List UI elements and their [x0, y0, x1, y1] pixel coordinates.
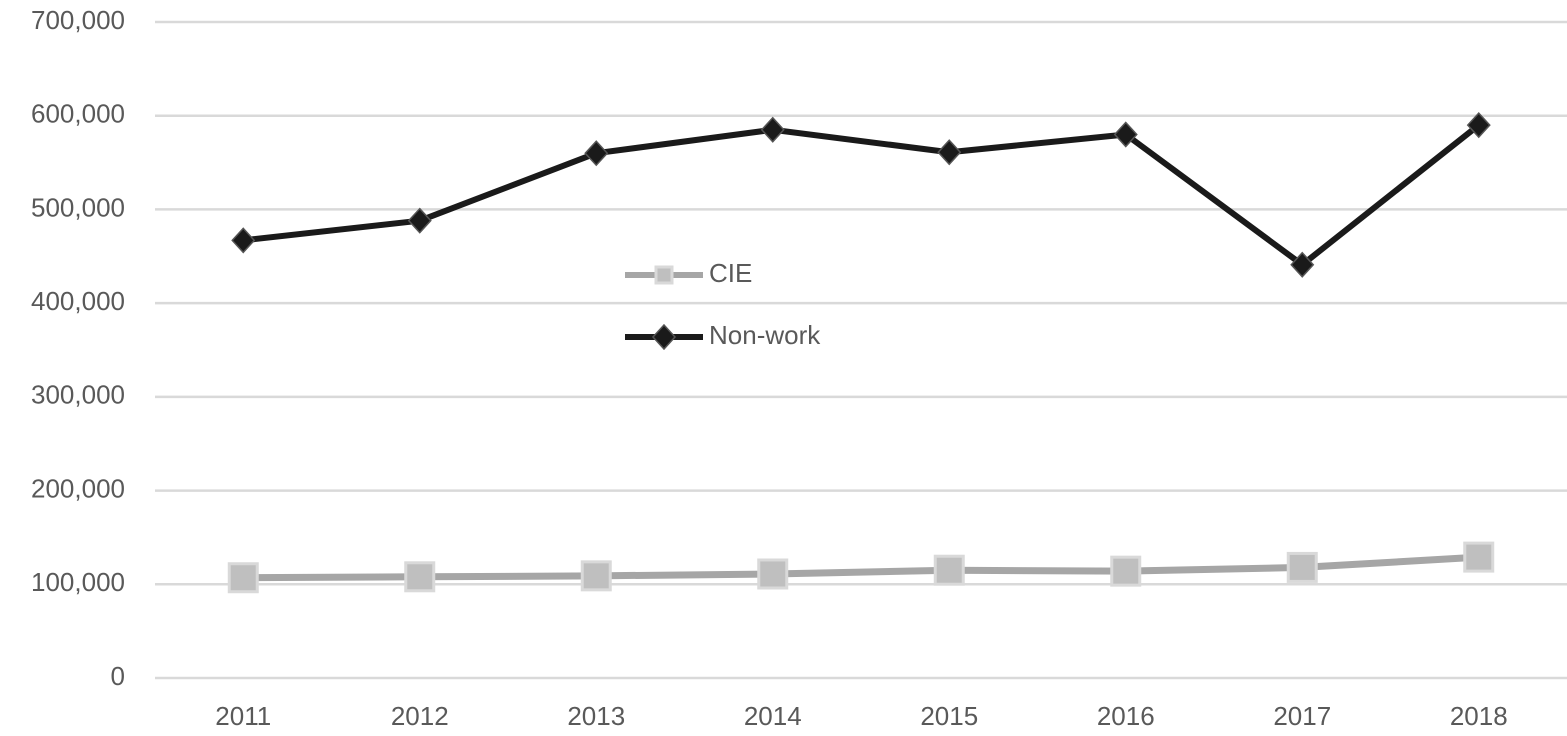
- legend-item: CIE: [625, 258, 752, 288]
- x-tick-label: 2017: [1273, 701, 1331, 731]
- y-tick-label: 500,000: [31, 192, 125, 222]
- legend: CIE Non-work: [625, 258, 821, 351]
- y-tick-label: 0: [111, 661, 125, 691]
- x-tick-label: 2013: [567, 701, 625, 731]
- marker: [584, 140, 609, 167]
- marker: [407, 207, 432, 234]
- marker: [231, 227, 256, 254]
- y-tick-label: 700,000: [31, 5, 125, 35]
- x-tick-label: 2012: [391, 701, 449, 731]
- y-tick-label: 300,000: [31, 380, 125, 410]
- marker: [404, 561, 436, 593]
- legend-label: CIE: [709, 258, 752, 288]
- marker: [757, 558, 789, 590]
- y-tick-label: 200,000: [31, 473, 125, 503]
- marker: [580, 560, 612, 592]
- legend-marker: [654, 265, 674, 285]
- y-tick-label: 400,000: [31, 286, 125, 316]
- series-line: [243, 553, 1479, 582]
- marker: [1110, 555, 1142, 587]
- marker: [1286, 551, 1318, 583]
- x-tick-label: 2011: [215, 701, 271, 731]
- x-tick-label: 2014: [744, 701, 802, 731]
- marker: [1290, 251, 1315, 278]
- x-tick-label: 2015: [920, 701, 978, 731]
- legend-label: Non-work: [709, 320, 821, 350]
- x-tick-label: 2018: [1450, 701, 1508, 731]
- y-tick-label: 100,000: [31, 567, 125, 597]
- marker: [937, 139, 962, 166]
- marker: [1113, 121, 1138, 148]
- y-tick-label: 600,000: [31, 99, 125, 129]
- x-tick-label: 2016: [1097, 701, 1155, 731]
- marker: [933, 554, 965, 586]
- marker: [227, 562, 259, 594]
- marker: [760, 116, 785, 143]
- marker: [1466, 111, 1491, 139]
- legend-item: Non-work: [625, 320, 821, 351]
- series-line: [242, 122, 1481, 268]
- marker: [1463, 541, 1495, 573]
- legend-marker: [651, 323, 677, 351]
